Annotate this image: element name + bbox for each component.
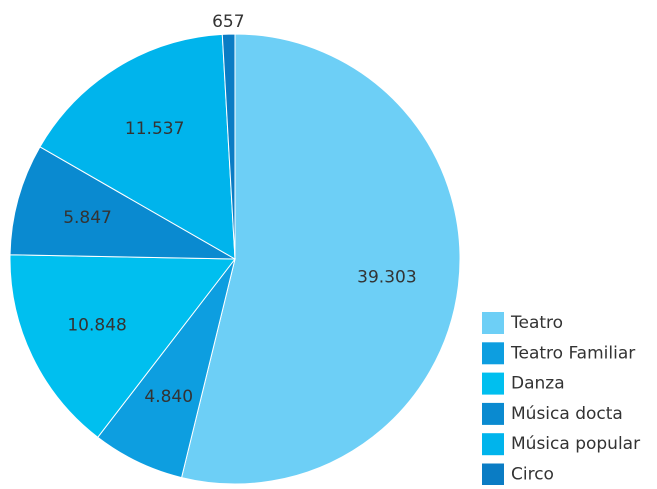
- legend-label: Circo: [511, 465, 554, 485]
- legend-label: Teatro Familiar: [510, 343, 635, 363]
- legend-swatch: [482, 463, 504, 486]
- legend-swatch: [482, 342, 504, 365]
- legend-swatch: [482, 312, 504, 334]
- legend-swatch: [482, 433, 504, 456]
- value-label: 10.848: [67, 315, 126, 335]
- value-label: 4.840: [144, 387, 193, 407]
- pie-slice: [39, 33, 236, 260]
- value-label: 11.537: [125, 119, 184, 139]
- pie-slice: [221, 33, 236, 260]
- pie-slice: [9, 254, 237, 438]
- legend-label: Música docta: [511, 404, 623, 424]
- value-label: 39.303: [357, 267, 416, 287]
- legend-swatch: [482, 402, 504, 425]
- legend-swatch: [482, 372, 504, 395]
- legend-label: Música popular: [511, 434, 640, 454]
- legend-label: Danza: [511, 374, 565, 394]
- value-label: 5.847: [63, 208, 112, 228]
- pie-slice: [9, 146, 236, 260]
- value-label: 657: [212, 12, 244, 32]
- pie-slice: [180, 33, 461, 485]
- legend-label: Teatro: [510, 313, 563, 333]
